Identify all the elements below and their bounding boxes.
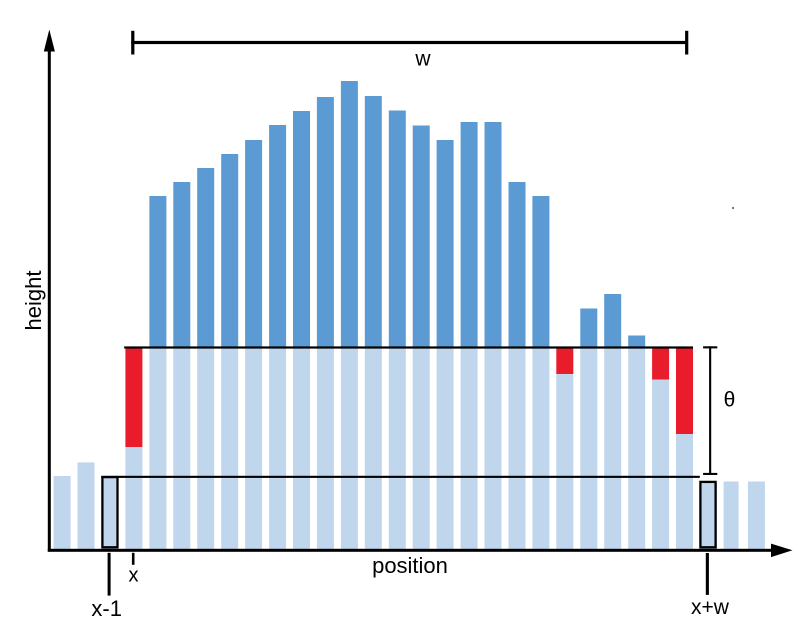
svg-text:θ: θ: [724, 389, 736, 412]
svg-text:w: w: [414, 48, 431, 71]
svg-text:x+w: x+w: [691, 596, 730, 619]
svg-text:height: height: [21, 271, 46, 331]
svg-text:x-1: x-1: [91, 596, 122, 621]
svg-text:x: x: [129, 565, 139, 587]
svg-text:position: position: [372, 553, 448, 578]
